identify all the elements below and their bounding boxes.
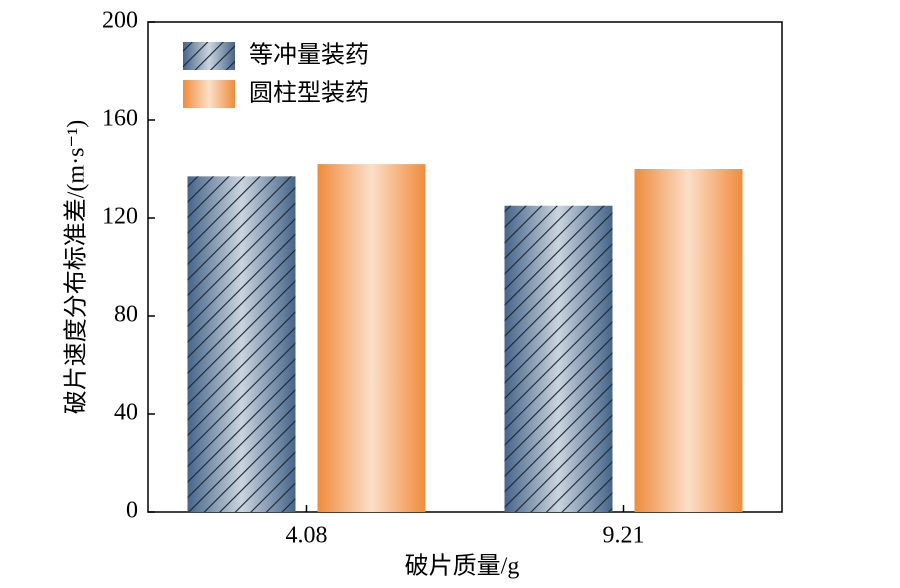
bar <box>317 164 426 512</box>
bar <box>504 205 613 512</box>
y-tick-label: 80 <box>114 302 138 328</box>
legend-swatch <box>183 80 235 108</box>
x-tick-label: 4.08 <box>286 523 328 549</box>
bar <box>187 176 296 512</box>
legend-label: 等冲量装药 <box>249 42 369 69</box>
x-tick-label: 9.21 <box>603 523 645 549</box>
legend-hatch <box>183 42 235 70</box>
y-tick-label: 120 <box>102 204 138 230</box>
plot-frame <box>147 21 783 513</box>
y-tick-label: 160 <box>102 106 138 132</box>
y-tick-label: 40 <box>114 400 138 426</box>
y-tick-label: 200 <box>102 8 138 34</box>
y-axis-label: 破片速度分布标准差/(m·s⁻¹) <box>63 120 90 415</box>
legend-label: 圆柱型装药 <box>249 80 369 107</box>
bar <box>634 169 743 512</box>
x-axis-label: 破片质量/g <box>405 553 520 580</box>
y-tick-label: 0 <box>126 498 138 524</box>
